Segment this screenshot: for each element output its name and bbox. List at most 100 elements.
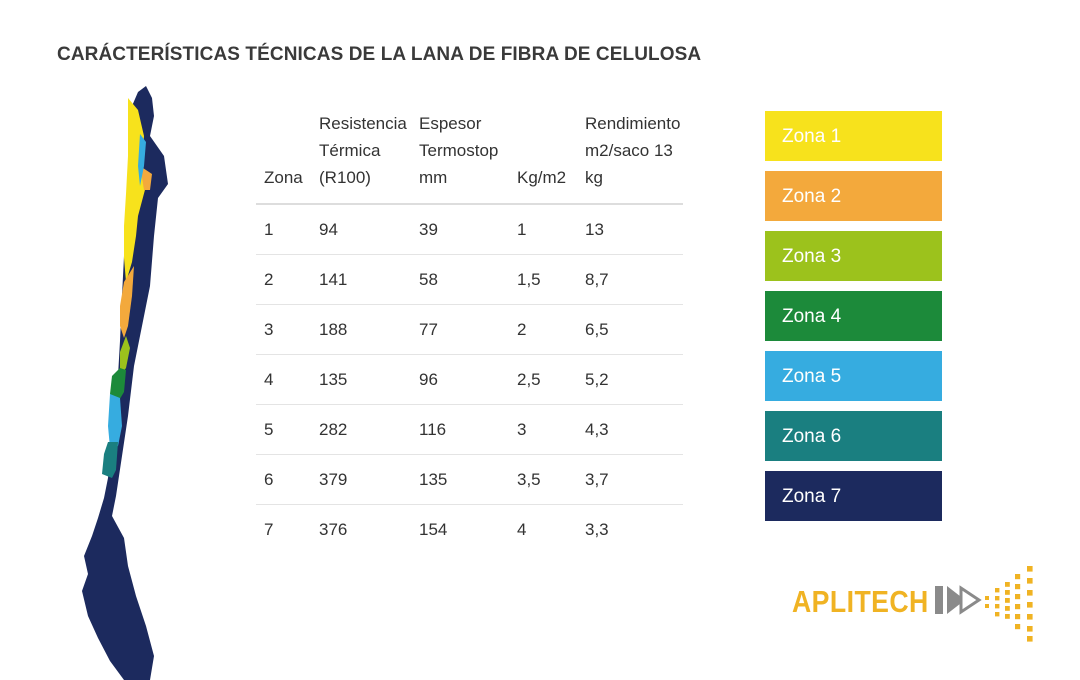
- table-cell: 5,2: [577, 354, 683, 405]
- logo-dot: [1015, 614, 1021, 620]
- legend-item-zona-7: Zona 7: [765, 471, 942, 521]
- legend-item-zona-4: Zona 4: [765, 291, 942, 341]
- table-cell: 58: [411, 254, 509, 305]
- table-cell: 4: [517, 519, 527, 539]
- table-cell: 141: [311, 254, 411, 305]
- map-zone-shape: [138, 134, 146, 186]
- logo-dot: [1027, 590, 1033, 596]
- column-header-line: Térmica: [319, 141, 381, 160]
- column-header-line: Termostop: [419, 141, 499, 160]
- logo-dot: [1005, 598, 1010, 603]
- table-row: 1 94 39 1 13: [256, 204, 683, 255]
- logo-dot: [995, 588, 1000, 593]
- table-row: 2 141 58 1,5 8,7: [256, 254, 683, 305]
- table-cell: 116: [411, 404, 509, 455]
- table-row: 4 135 96 2,5 5,2: [256, 354, 683, 405]
- table-cell: 96: [411, 354, 509, 405]
- column-header: Kg/m2: [509, 110, 577, 205]
- logo-dot: [985, 604, 989, 608]
- column-header-line: Zona: [264, 168, 303, 187]
- logo-dot: [1027, 636, 1033, 642]
- zone-legend: Zona 1 Zona 2 Zona 3 Zona 4 Zona 5 Zona 6 Zona…: [765, 111, 942, 531]
- table-cell: 135: [311, 354, 411, 405]
- logo-dot: [1027, 578, 1033, 584]
- table-cell: 77: [411, 304, 509, 355]
- table-cell: 6: [256, 454, 311, 505]
- chile-zones-map: [82, 86, 168, 680]
- table-cell: 13: [577, 204, 683, 255]
- logo-dot: [1015, 624, 1021, 630]
- column-header: Rendimiento m2/saco 13 kg: [577, 110, 683, 205]
- column-header-line: mm: [419, 168, 448, 187]
- map-zone-shape: [120, 266, 134, 338]
- logo-dot: [1005, 582, 1010, 587]
- map-zone-shape: [110, 368, 126, 402]
- table-cell: 6,5: [577, 304, 683, 355]
- table-cell: 3: [509, 404, 577, 455]
- legend-item-zona-5: Zona 5: [765, 351, 942, 401]
- logo-dot: [985, 596, 989, 600]
- spec-table: Zona Resistencia Térmica (R100) Espesor Termo…: [256, 110, 683, 554]
- logo-text: APLITECH: [792, 584, 929, 619]
- logo-dot: [1005, 590, 1010, 595]
- map-zone-shape: [108, 394, 122, 448]
- column-header-line: kg: [585, 168, 603, 187]
- table-cell: 135: [411, 454, 509, 505]
- aplitech-logo: APLITECH: [792, 562, 1042, 642]
- map-zone-shape: [140, 166, 152, 190]
- column-header-line: Rendimiento: [585, 114, 681, 133]
- table-cell: 282: [311, 404, 411, 455]
- logo-dot: [1027, 602, 1033, 608]
- table-cell: 188: [311, 304, 411, 355]
- map-zone-shape: [102, 442, 118, 478]
- table-cell: 8,7: [577, 254, 683, 305]
- table-cell: 3,7: [577, 454, 683, 505]
- table-row: 6 379 135 3,5 3,7: [256, 454, 683, 505]
- column-header-line: Resistencia: [319, 114, 407, 133]
- page-title: CARÁCTERÍSTICAS TÉCNICAS DE LA LANA DE F…: [57, 44, 702, 65]
- table-cell: 94: [311, 204, 411, 255]
- table-cell: 376: [319, 519, 348, 539]
- logo-dot: [1027, 614, 1033, 620]
- logo-dot: [1015, 594, 1021, 600]
- logo-dot: [1015, 584, 1021, 590]
- logo-dot: [1015, 604, 1021, 610]
- logo-dot: [995, 596, 1000, 601]
- map-zone-shape: [120, 336, 130, 376]
- logo-arrow-icon: [935, 566, 1033, 642]
- logo-dot: [995, 604, 1000, 609]
- table-row: 5 282 116 3 4,3: [256, 404, 683, 455]
- table-row: 3 188 77 2 6,5: [256, 304, 683, 355]
- column-header-line: m2/saco 13: [585, 141, 673, 160]
- column-header-line: (R100): [319, 168, 371, 187]
- table-cell: 154: [419, 519, 448, 539]
- logo-dot: [1015, 574, 1021, 580]
- table-header-row: Zona Resistencia Térmica (R100) Espesor Termo…: [256, 110, 683, 205]
- table-cell: 1,5: [509, 254, 577, 305]
- logo-dot: [1027, 626, 1033, 632]
- table-cell: 2: [509, 304, 577, 355]
- logo-dot: [1005, 614, 1010, 619]
- column-header: Espesor Termostop mm: [411, 110, 509, 205]
- table-cell: 1: [256, 204, 311, 255]
- column-header-line: Kg/m2: [517, 168, 567, 187]
- table-cell: 3,5: [509, 454, 577, 505]
- column-header: Resistencia Térmica (R100): [311, 110, 411, 205]
- logo-dot: [1027, 566, 1033, 572]
- table-cell: 1: [509, 204, 577, 255]
- table-cell: 2: [256, 254, 311, 305]
- map-zone-shape: [82, 86, 168, 680]
- table-cell: 5: [256, 404, 311, 455]
- table-cell: 39: [411, 204, 509, 255]
- legend-item-zona-2: Zona 2: [765, 171, 942, 221]
- column-header: Zona: [256, 110, 311, 205]
- legend-item-zona-6: Zona 6: [765, 411, 942, 461]
- logo-dot: [995, 612, 1000, 617]
- column-header-line: Espesor: [419, 114, 482, 133]
- table-cell: 2,5: [509, 354, 577, 405]
- table-cell: 4,3: [577, 404, 683, 455]
- legend-item-zona-3: Zona 3: [765, 231, 942, 281]
- logo-dot: [1005, 606, 1010, 611]
- table-cell: 4: [256, 354, 311, 405]
- legend-item-zona-1: Zona 1: [765, 111, 942, 161]
